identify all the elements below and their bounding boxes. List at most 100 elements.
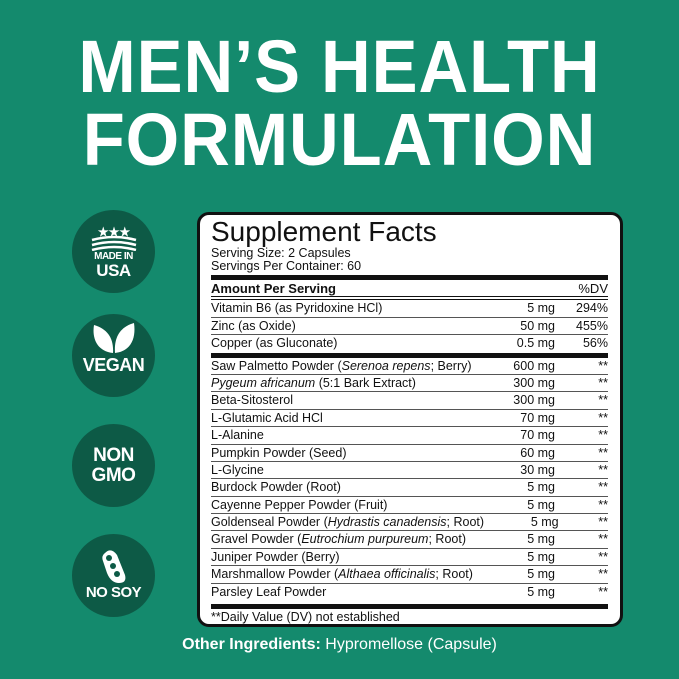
table-row: Parsley Leaf Powder 5 mg ** [211, 584, 608, 601]
name-segment: ; Root) [428, 532, 466, 547]
daily-value: ** [598, 515, 608, 530]
table-row: Pygeum africanum (5:1 Bark Extract) 300 m… [211, 375, 608, 393]
nutrient-name: Gravel Powder (Eutrochium purpureum; Roo… [211, 531, 475, 547]
table-row: Gravel Powder (Eutrochium purpureum; Roo… [211, 531, 608, 549]
amount: 5 mg [527, 584, 555, 599]
ingredients-table: Saw Palmetto Powder (Serenoa repens; Ber… [211, 358, 608, 601]
name-segment: ; Berry) [430, 358, 472, 373]
table-header: Amount Per Serving %DV [211, 280, 608, 298]
amount: 5 mg [527, 532, 555, 547]
headline-line-1: MEN’S HEALTH [78, 25, 601, 108]
table-row: Goldenseal Powder (Hydrastis canadensis;… [211, 514, 608, 532]
footnote: **Daily Value (DV) not established [211, 610, 400, 625]
name-segment: Zinc (as Oxide) [211, 318, 296, 333]
table-row: L-Glycine 30 mg ** [211, 462, 608, 480]
amount: 5 mg [527, 567, 555, 582]
amount: 60 mg [520, 445, 555, 460]
badge-no-soy: NO SOY [72, 534, 155, 617]
nutrient-name: Vitamin B6 (as Pyridoxine HCl) [211, 300, 475, 316]
badge-label: GMO [91, 464, 136, 486]
amount: 70 mg [520, 428, 555, 443]
headline-line-2: FORMULATION [82, 98, 597, 181]
daily-value: ** [598, 462, 608, 477]
table-row: Zinc (as Oxide) 50 mg 455% [211, 318, 608, 336]
table-row: L-Alanine 70 mg ** [211, 427, 608, 445]
amount: 5 mg [530, 515, 559, 530]
name-segment: Althaea officinalis [338, 567, 436, 582]
name-segment: Burdock Powder (Root) [211, 480, 341, 495]
svg-text:★★★: ★★★ [97, 225, 130, 239]
badge-made-in-usa: ★★★ MADE IN USA [72, 210, 155, 293]
name-segment: Beta-Sitosterol [211, 393, 293, 408]
table-row: Beta-Sitosterol 300 mg ** [211, 392, 608, 410]
daily-value: ** [598, 497, 608, 512]
amount: 300 mg [513, 393, 555, 408]
amount: 30 mg [520, 462, 555, 477]
divider [211, 604, 608, 610]
name-segment: ; Root) [446, 515, 485, 530]
servings-per-container: Servings Per Container: 60 [211, 259, 362, 273]
amount: 0.5 mg [516, 336, 555, 351]
name-segment: Vitamin B6 (as Pyridoxine HCl) [211, 301, 383, 316]
name-segment: Copper (as Gluconate) [211, 336, 338, 351]
badge-label: NON [93, 444, 134, 466]
nutrient-name: Zinc (as Oxide) [211, 318, 475, 334]
badge-label: VEGAN [82, 354, 145, 375]
nutrient-name: Juniper Powder (Berry) [211, 549, 475, 565]
daily-value: 294% [576, 301, 608, 316]
name-segment: Pygeum africanum [211, 375, 316, 390]
divider [211, 275, 608, 280]
soybean-icon [101, 549, 125, 583]
name-segment: Saw Palmetto Powder ( [211, 358, 342, 373]
daily-value: ** [598, 584, 608, 599]
other-ingredients-value: Hypromellose (Capsule) [320, 636, 497, 653]
nutrient-name: Beta-Sitosterol [211, 392, 475, 408]
nutrient-name: L-Alanine [211, 427, 475, 443]
nutrient-name: Pygeum africanum (5:1 Bark Extract) [211, 375, 475, 391]
table-row: Copper (as Gluconate) 0.5 mg 56% [211, 335, 608, 352]
daily-value: ** [598, 393, 608, 408]
nutrient-name: Saw Palmetto Powder (Serenoa repens; Ber… [211, 358, 475, 374]
daily-value: ** [598, 410, 608, 425]
table-row: Pumpkin Powder (Seed) 60 mg ** [211, 445, 608, 462]
table-row: L-Glutamic Acid HCl 70 mg ** [211, 410, 608, 428]
facts-title: Supplement Facts [211, 216, 437, 247]
nutrient-name: Copper (as Gluconate) [211, 335, 475, 352]
nutrient-name: L-Glycine [211, 462, 475, 478]
amount: 5 mg [527, 301, 555, 316]
amount-per-serving-header: Amount Per Serving [211, 281, 336, 296]
daily-value: ** [598, 428, 608, 443]
serving-size: Serving Size: 2 Capsules [211, 246, 351, 260]
table-row: Vitamin B6 (as Pyridoxine HCl) 5 mg 294% [211, 300, 608, 318]
amount: 5 mg [527, 497, 555, 512]
table-row: Juniper Powder (Berry) 5 mg ** [211, 549, 608, 567]
table-row: Cayenne Pepper Powder (Fruit) 5 mg ** [211, 497, 608, 515]
daily-value: ** [598, 445, 608, 460]
nutrient-name: Parsley Leaf Powder [211, 584, 475, 601]
nutrient-name: L-Glutamic Acid HCl [211, 410, 475, 426]
amount: 600 mg [513, 358, 555, 373]
name-segment: Parsley Leaf Powder [211, 584, 327, 599]
daily-value: ** [598, 375, 608, 390]
amount: 50 mg [520, 318, 555, 333]
daily-value: 455% [576, 318, 608, 333]
name-segment: Marshmallow Powder ( [211, 567, 339, 582]
flag-stars-icon: ★★★ [91, 225, 136, 251]
badge-label: USA [96, 260, 131, 280]
daily-value: ** [598, 358, 608, 373]
name-segment: Eutrochium purpureum [301, 532, 429, 547]
name-segment: Goldenseal Powder ( [211, 515, 328, 530]
daily-value: ** [598, 480, 608, 495]
name-segment: (5:1 Bark Extract) [315, 375, 416, 390]
supplement-facts-panel: Supplement Facts Serving Size: 2 Capsule… [197, 212, 623, 627]
name-segment: L-Alanine [211, 428, 264, 443]
dv-header: %DV [578, 281, 608, 296]
badge-label: NO SOY [85, 583, 142, 601]
amount: 5 mg [527, 480, 555, 495]
name-segment: L-Glutamic Acid HCl [211, 410, 323, 425]
badge-label: MADE IN [94, 250, 133, 262]
table-row: Burdock Powder (Root) 5 mg ** [211, 479, 608, 497]
nutrient-name: Cayenne Pepper Powder (Fruit) [211, 497, 475, 513]
nutrient-name: Pumpkin Powder (Seed) [211, 445, 475, 461]
name-segment: Juniper Powder (Berry) [211, 549, 340, 564]
